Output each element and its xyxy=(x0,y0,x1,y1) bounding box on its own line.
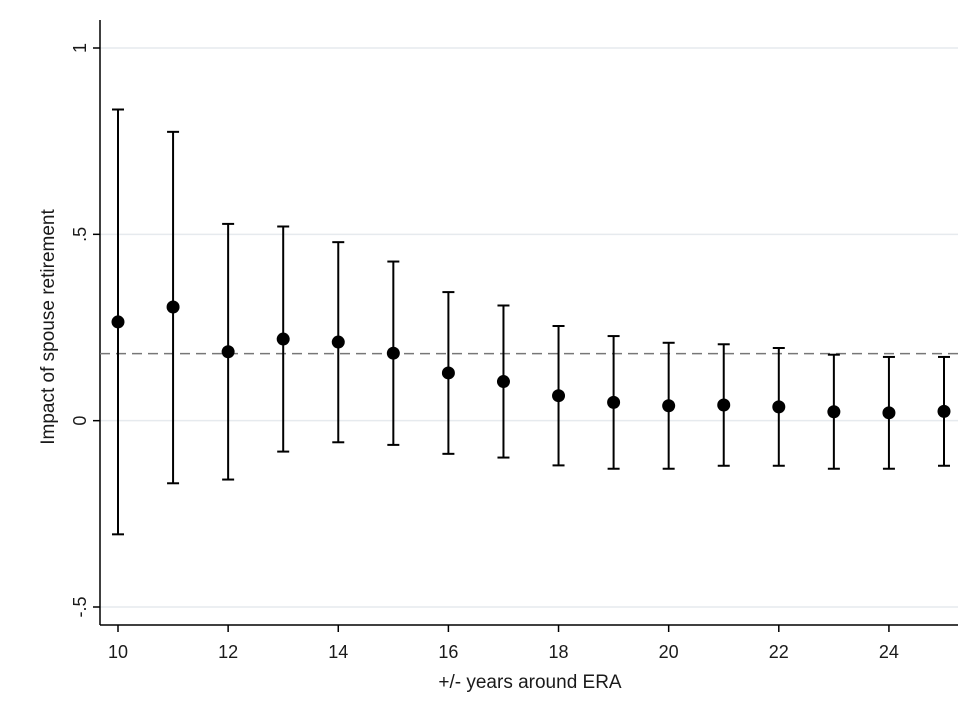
grid-layer xyxy=(100,47,958,608)
data-point-group xyxy=(496,304,510,459)
data-point-group xyxy=(552,325,566,467)
data-point-group xyxy=(882,355,896,470)
y-tick-label: .5 xyxy=(70,227,90,242)
x-axis-title: +/- years around ERA xyxy=(438,672,622,693)
data-point xyxy=(221,345,235,359)
x-tick-label: 22 xyxy=(769,642,789,662)
data-point xyxy=(827,405,841,419)
y-tick-label: -.5 xyxy=(70,596,90,617)
data-point xyxy=(441,366,455,380)
data-point xyxy=(386,346,400,360)
data-point xyxy=(496,375,510,389)
y-axis-title: Impact of spouse retirement xyxy=(38,209,59,445)
axis-layer: -.5 0 .5 1 10 12 14 16 18 20 22 24 xyxy=(70,20,958,662)
data-point-group xyxy=(111,108,125,536)
x-tick-label: 12 xyxy=(218,642,238,662)
data-point-group xyxy=(827,353,841,470)
data-point-group xyxy=(717,343,731,467)
data-point xyxy=(662,399,676,413)
data-point-group xyxy=(221,222,235,481)
data-point xyxy=(937,404,951,418)
data-point-group xyxy=(937,355,951,467)
data-point xyxy=(331,335,345,349)
data-point-group xyxy=(386,260,400,446)
x-tick-label: 24 xyxy=(879,642,899,662)
y-tick-label: 1 xyxy=(70,43,90,53)
data-point-group xyxy=(276,225,290,453)
data-point-group xyxy=(166,130,180,485)
data-point xyxy=(772,400,786,414)
y-tick-label: 0 xyxy=(70,416,90,426)
data-point-group xyxy=(441,291,455,455)
data-point xyxy=(166,300,180,314)
data-point-group xyxy=(607,335,621,470)
data-point xyxy=(111,315,125,329)
x-tick-label: 18 xyxy=(549,642,569,662)
data-point xyxy=(717,398,731,412)
data-point-group xyxy=(331,241,345,444)
x-tick-label: 14 xyxy=(328,642,348,662)
data-point-group xyxy=(772,346,786,467)
x-tick-label: 10 xyxy=(108,642,128,662)
data-point xyxy=(276,332,290,346)
data-point xyxy=(882,406,896,420)
data-point xyxy=(552,389,566,403)
marks-layer xyxy=(111,108,951,536)
data-point xyxy=(607,395,621,409)
x-tick-label: 20 xyxy=(659,642,679,662)
data-point-group xyxy=(662,341,676,470)
x-tick-label: 16 xyxy=(438,642,458,662)
